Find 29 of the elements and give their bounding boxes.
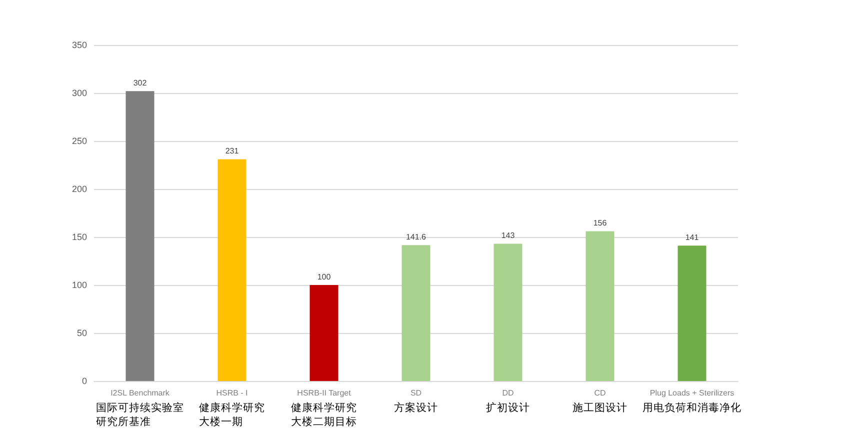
y-tick-label: 250	[72, 136, 87, 146]
data-label: 100	[317, 272, 332, 282]
x-tick-label: SD 方案设计	[394, 388, 438, 414]
bar	[310, 285, 338, 381]
data-label: 302	[133, 78, 148, 88]
y-tick-label: 150	[72, 232, 87, 242]
x-tick-label: DD 扩初设计	[486, 388, 530, 414]
x-tick-label: CD 施工图设计	[572, 388, 628, 414]
x-tick-label: HSRB-II Target 健康科学研究大楼二期目标	[291, 388, 357, 428]
x-tick-label: HSRB - I 健康科学研究大楼一期	[199, 388, 265, 428]
y-tick-label: 50	[76, 328, 87, 338]
bar	[402, 245, 430, 381]
data-label: 141.6	[406, 232, 427, 242]
bar	[678, 246, 706, 381]
x-tick-label: I2SL Benchmark 国际可持续实验室研究所基准	[96, 388, 184, 428]
y-tick-label: 300	[72, 88, 87, 98]
y-tick-label: 350	[72, 40, 87, 50]
bar	[586, 231, 614, 381]
y-tick-label: 200	[72, 184, 87, 194]
y-tick-label: 0	[82, 376, 87, 386]
y-tick-label: 100	[72, 280, 87, 290]
data-label: 231	[225, 146, 240, 156]
bar	[126, 91, 154, 381]
data-label: 143	[501, 231, 516, 240]
data-label: 156	[593, 218, 608, 228]
data-label: 141	[685, 233, 700, 242]
x-tick-label: Plug Loads + Sterilizers 用电负荷和消毒净化	[642, 388, 742, 414]
bar	[218, 159, 246, 381]
bar	[494, 244, 522, 381]
